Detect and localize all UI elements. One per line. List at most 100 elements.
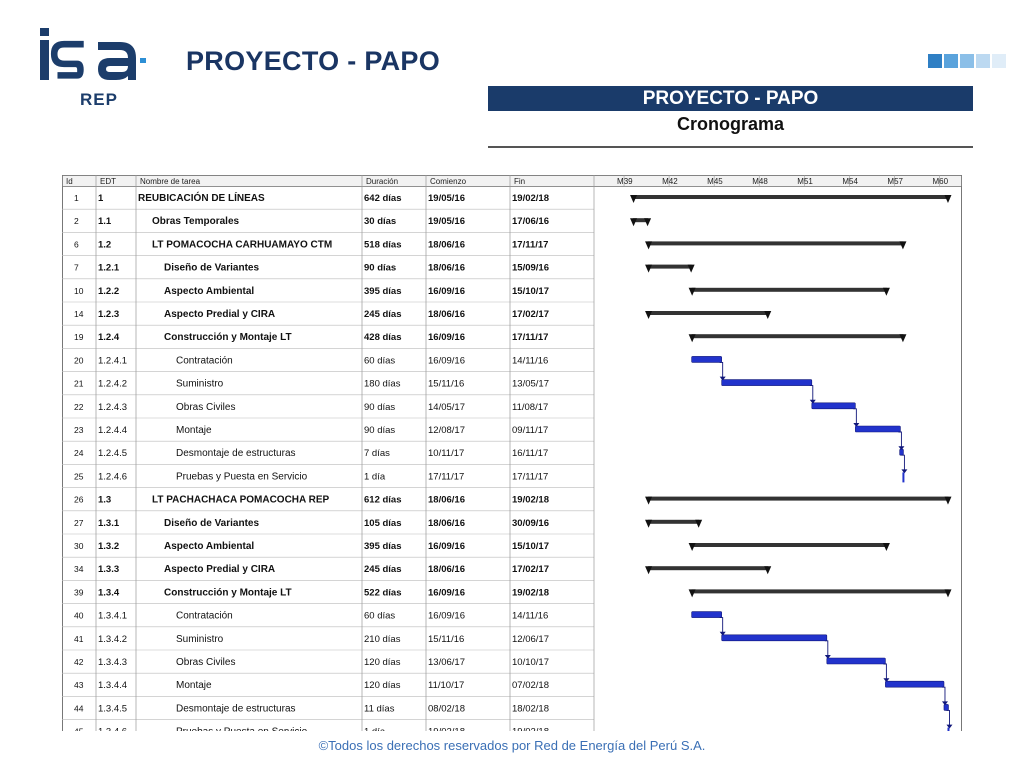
section-banner: PROYECTO - PAPO [488,86,973,111]
summary-start-marker [645,566,653,575]
cell-finish: 19/02/18 [512,587,549,598]
cell-finish: 17/02/17 [512,564,549,575]
cell-duration: 120 días [364,680,401,691]
cell-name: Obras Civiles [176,402,235,413]
cell-start: 18/06/16 [428,518,465,529]
cell-finish: 16/11/17 [512,448,548,459]
dependency-arrow [719,631,726,636]
gantt-svg: Id EDT Nombre de tarea Duración Comienzo Fin M… [62,175,962,744]
timeline-label: M39 [617,177,633,186]
cell-edt: 1.3.2 [98,541,119,552]
summary-end-marker [882,287,890,296]
cell-name: Montaje [176,680,212,691]
cell-start: 15/11/16 [428,379,464,390]
task-bar [826,657,886,665]
cell-name: Obras Civiles [176,657,235,668]
cell-id: 22 [74,402,84,412]
cell-start: 14/05/17 [428,402,465,413]
cell-duration: 90 días [364,402,395,413]
timeline-label: M57 [887,177,903,186]
cell-edt: 1.2.1 [98,263,120,274]
cell-name: Diseño de Variantes [164,263,259,274]
cell-edt: 1.2.4 [98,332,120,343]
summary-end-marker [944,496,952,505]
cell-start: 08/02/18 [428,703,465,714]
cell-id: 40 [74,611,84,621]
summary-start-marker [645,311,653,319]
cell-edt: 1.2.4.5 [98,448,127,459]
header-start: Comienzo [430,177,467,186]
cell-name: Aspecto Ambiental [164,286,254,297]
cell-id: 34 [74,564,84,574]
cell-edt: 1.3.4.3 [98,657,127,668]
cell-finish: 18/02/18 [512,703,549,714]
cell-edt: 1.3 [98,495,111,506]
cell-id: 20 [74,355,84,365]
cell-name: Montaje [176,425,212,436]
cell-id: 30 [74,541,84,551]
cell-finish: 15/10/17 [512,286,549,297]
header-duration: Duración [366,177,398,186]
cell-name: Diseño de Variantes [164,518,259,529]
section-divider [488,146,973,148]
dependency-link [853,408,857,426]
dependency-arrow [809,399,816,404]
cell-start: 15/11/16 [428,634,464,645]
cell-edt: 1.1 [98,216,112,227]
table-header-bg [62,175,962,187]
task-bar [899,448,904,456]
cell-start: 13/06/17 [428,657,465,668]
summary-start-marker [688,287,696,296]
cell-name: Desmontaje de estructuras [176,448,296,459]
cell-finish: 17/06/16 [512,216,549,227]
summary-start-marker [630,218,638,227]
cell-start: 16/09/16 [428,587,465,598]
cell-edt: 1.2.4.3 [98,402,127,413]
cell-name: Construcción y Montaje LT [164,332,292,343]
cell-id: 44 [74,703,84,713]
cell-edt: 1.3.4 [98,587,120,598]
cell-name: Contratación [176,611,233,622]
cell-id: 6 [74,239,79,249]
cell-duration: 1 día [364,471,386,482]
cell-edt: 1.2 [98,239,111,250]
summary-start-marker [645,241,653,250]
cell-start: 10/11/17 [428,448,464,459]
cell-finish: 19/02/18 [512,193,549,204]
cell-finish: 11/08/17 [512,402,548,413]
cell-finish: 17/11/17 [512,471,548,482]
cell-start: 18/06/16 [428,309,465,320]
cell-edt: 1 [98,193,104,204]
cell-id: 25 [74,471,84,481]
summary-bar [691,334,904,339]
cell-duration: 522 días [364,587,402,598]
summary-bar [633,218,649,223]
summary-start-marker [630,195,638,203]
cell-duration: 180 días [364,379,401,390]
summary-bar [691,589,949,594]
cell-start: 16/09/16 [428,611,465,622]
timeline-label: M51 [797,177,813,186]
cell-duration: 428 días [364,332,402,343]
dependency-link [824,640,829,658]
cell-name: REUBICACIÓN DE LÍNEAS [138,191,265,204]
task-bar [855,425,901,433]
page-title: PROYECTO - PAPO [186,46,441,76]
cell-duration: 30 días [364,216,396,227]
summary-start-marker [688,334,696,343]
dependency-arrow [901,469,908,474]
cell-start: 18/06/16 [428,495,465,506]
cell-finish: 12/06/17 [512,634,549,645]
cell-name: Suministro [176,379,224,390]
cell-name: Pruebas y Puesta en Servicio [176,727,308,731]
cell-finish: 17/11/17 [512,239,548,250]
dependency-link [719,361,724,380]
cell-edt: 1.2.3 [98,309,119,320]
cell-id: 1 [74,193,79,203]
cell-finish: 09/11/17 [512,425,548,436]
task-bar [721,379,813,386]
cell-start: 16/09/16 [428,355,465,366]
summary-end-marker [687,264,695,273]
cell-start: 16/09/16 [428,541,465,552]
task-bar [885,680,945,688]
